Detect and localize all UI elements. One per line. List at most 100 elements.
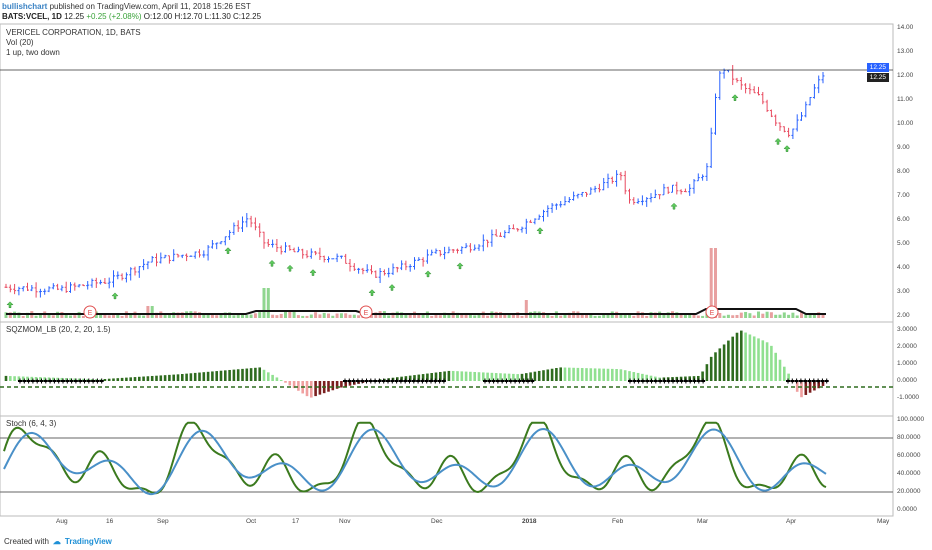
momentum-bar (546, 369, 550, 381)
momentum-bar (232, 369, 236, 381)
signal-arrow-icon (368, 289, 376, 296)
volume-bar (542, 312, 545, 318)
signal-arrow-icon (731, 94, 739, 101)
volume-bar (619, 313, 623, 318)
volume-bar (370, 315, 373, 318)
momentum-bar (632, 372, 636, 381)
momentum-bar (275, 377, 279, 381)
momentum-bar (619, 369, 623, 381)
momentum-bar (477, 372, 481, 381)
volume-bar (215, 315, 219, 318)
x-axis-label: Nov (339, 518, 351, 525)
momentum-bar (43, 377, 46, 381)
volume-bar (800, 312, 803, 318)
volume-bar (567, 312, 571, 318)
volume-bar (26, 312, 29, 318)
volume-bar (769, 312, 773, 318)
momentum-bar (69, 378, 72, 381)
tradingview-brand[interactable]: TradingView (64, 537, 112, 546)
volume-bar (296, 315, 300, 318)
volume-bar (722, 315, 726, 318)
momentum-bar (482, 372, 485, 381)
momentum-bar (589, 368, 593, 381)
momentum-bar (516, 374, 519, 381)
volume-bar (585, 313, 588, 318)
momentum-bar (129, 377, 132, 381)
close-price-tag: 12.25 (866, 73, 889, 82)
momentum-bar (413, 375, 416, 381)
momentum-bar (344, 381, 347, 387)
volume-bar (198, 312, 201, 318)
momentum-bar (572, 367, 575, 381)
momentum-bar (150, 375, 154, 381)
momentum-bar (340, 381, 343, 388)
momentum-bar (757, 338, 760, 381)
volume-bar (180, 312, 184, 318)
momentum-bar (774, 352, 777, 381)
last-price: 12.25 (64, 12, 85, 21)
price-axis-tick: 8.00 (897, 168, 910, 175)
volume-bar (486, 315, 490, 318)
momentum-bar (82, 378, 85, 381)
momentum-bar (451, 370, 455, 381)
volume-bar (155, 312, 158, 318)
volume-bar (357, 315, 361, 318)
volume-bar (649, 312, 653, 318)
volume-bar (271, 314, 275, 318)
momentum-bar (568, 367, 571, 381)
momentum-bar (684, 376, 687, 381)
volume-bar (219, 314, 223, 318)
volume-bar (275, 315, 279, 318)
volume-bar (258, 312, 262, 318)
momentum-bar (189, 373, 193, 381)
tradingview-logo-icon[interactable]: ☁ (52, 537, 61, 546)
price-axis-tick: 10.00 (897, 120, 914, 127)
momentum-bar (735, 332, 739, 381)
momentum-bar (748, 334, 752, 381)
momentum-bar (77, 378, 81, 381)
price-bars (0, 65, 893, 309)
volume-bar (456, 312, 459, 318)
momentum-bars (0, 330, 893, 398)
volume-bar (4, 312, 8, 318)
momentum-bar (228, 369, 231, 381)
momentum-bar (705, 364, 709, 381)
momentum-bar (26, 376, 29, 381)
volume-bar (129, 313, 133, 318)
momentum-bar (383, 378, 386, 381)
volume-bar (653, 312, 657, 318)
volume-bar (464, 312, 468, 318)
volume-bar (253, 313, 257, 318)
momentum-bar (503, 373, 507, 381)
momentum-bar (787, 373, 790, 381)
signal-arrow-icon (536, 227, 544, 234)
momentum-bar (258, 367, 261, 381)
volume-bar (38, 314, 42, 318)
price-axis-tick: 4.00 (897, 264, 910, 271)
momentum-bar (456, 371, 459, 381)
volume-bar (709, 248, 713, 318)
momentum-bar (120, 377, 124, 381)
volume-bar (305, 315, 309, 318)
author-link[interactable]: bullishchart (2, 2, 48, 11)
volume-bar (524, 300, 528, 318)
stoch-d-line (3, 427, 827, 496)
momentum-bar (765, 342, 769, 381)
momentum-bar (512, 373, 515, 381)
volume-bar (782, 312, 786, 318)
momentum-bar (641, 373, 644, 381)
volume-bar (778, 314, 782, 318)
signal-arrow-icon (111, 292, 119, 300)
price-axis-tick: 7.00 (897, 192, 910, 199)
momentum-bar (206, 371, 210, 381)
momentum-bar (752, 336, 756, 381)
volume-bar (499, 312, 502, 318)
volume-bar (748, 313, 752, 318)
momentum-bar (236, 369, 240, 381)
volume-bar (116, 314, 120, 318)
momentum-bar (267, 372, 270, 381)
stoch-axis-tick: 20.0000 (897, 488, 921, 495)
volume-bar (473, 315, 477, 318)
volume-bar (718, 313, 722, 318)
